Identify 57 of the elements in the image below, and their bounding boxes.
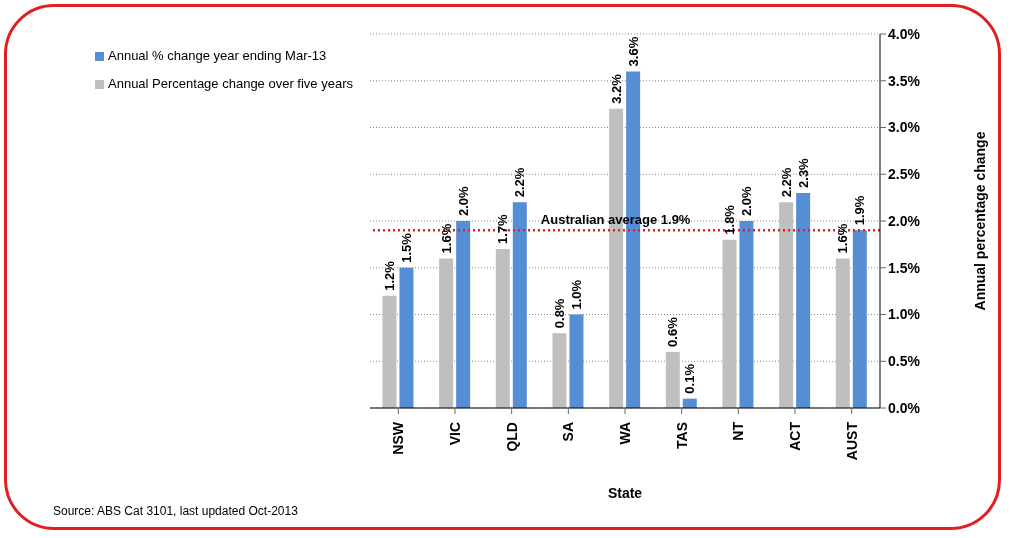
x-tick-label: SA — [560, 422, 577, 442]
data-label: 0.8% — [551, 298, 567, 329]
data-label: 0.6% — [665, 316, 681, 347]
x-tick-label: WA — [617, 422, 633, 445]
data-label: 1.2% — [381, 260, 397, 291]
bar — [456, 221, 471, 408]
bar — [569, 314, 584, 408]
y-tick-label: 2.0% — [888, 212, 921, 229]
y-tick-label: 1.5% — [888, 259, 921, 276]
data-label: 2.0% — [455, 185, 471, 216]
bar — [739, 221, 754, 408]
bar — [495, 249, 510, 408]
legend-label: Annual Percentage change over five years — [108, 76, 353, 91]
x-tick-label: VIC — [447, 422, 463, 446]
x-tick-label: NT — [730, 421, 747, 441]
ref-line-label: Australian average 1.9% — [540, 212, 691, 228]
data-label: 1.9% — [852, 195, 868, 226]
x-tick-label: TAS — [673, 422, 690, 449]
bar — [796, 192, 811, 408]
bar — [399, 267, 414, 408]
x-tick-label: NSW — [390, 421, 407, 455]
bar — [552, 333, 567, 408]
y-axis-title: Annual percentage change — [971, 131, 988, 311]
source-note: Source: ABS Cat 3101, last updated Oct-2013 — [53, 504, 298, 518]
data-label: 3.2% — [608, 73, 624, 104]
legend-label: Annual % change year ending Mar-13 — [108, 48, 327, 63]
y-tick-label: 3.0% — [888, 119, 921, 136]
data-label: 1.5% — [398, 232, 414, 263]
data-label: 2.2% — [778, 167, 794, 198]
bar — [512, 202, 527, 408]
x-axis-title: State — [607, 485, 643, 501]
x-tick-label: QLD — [503, 422, 520, 452]
data-label: 1.6% — [438, 223, 454, 254]
y-tick-label: 1.0% — [888, 306, 921, 323]
bar — [439, 258, 454, 408]
data-label: 1.7% — [495, 213, 511, 245]
data-label: 1.6% — [835, 223, 851, 254]
bar — [779, 202, 794, 408]
y-tick-label: 2.5% — [888, 166, 921, 183]
y-tick-label: 0.5% — [888, 353, 921, 370]
bar — [382, 295, 397, 408]
data-label: 2.0% — [738, 185, 754, 216]
data-label: 2.2% — [512, 167, 528, 198]
x-tick-label: ACT — [787, 421, 803, 451]
bar — [835, 258, 850, 408]
bar — [722, 239, 737, 408]
data-label: 3.6% — [625, 36, 641, 67]
bar — [665, 351, 680, 408]
data-label: 0.1% — [682, 363, 698, 394]
bar — [852, 230, 867, 408]
data-label: 1.8% — [721, 204, 737, 235]
x-tick-label: AUST — [843, 421, 860, 461]
y-tick-label: 4.0% — [888, 25, 921, 42]
y-tick-label: 0.0% — [888, 399, 921, 416]
y-tick-label: 3.5% — [888, 72, 921, 89]
data-label: 1.0% — [568, 279, 584, 310]
data-label: 2.3% — [795, 157, 811, 188]
